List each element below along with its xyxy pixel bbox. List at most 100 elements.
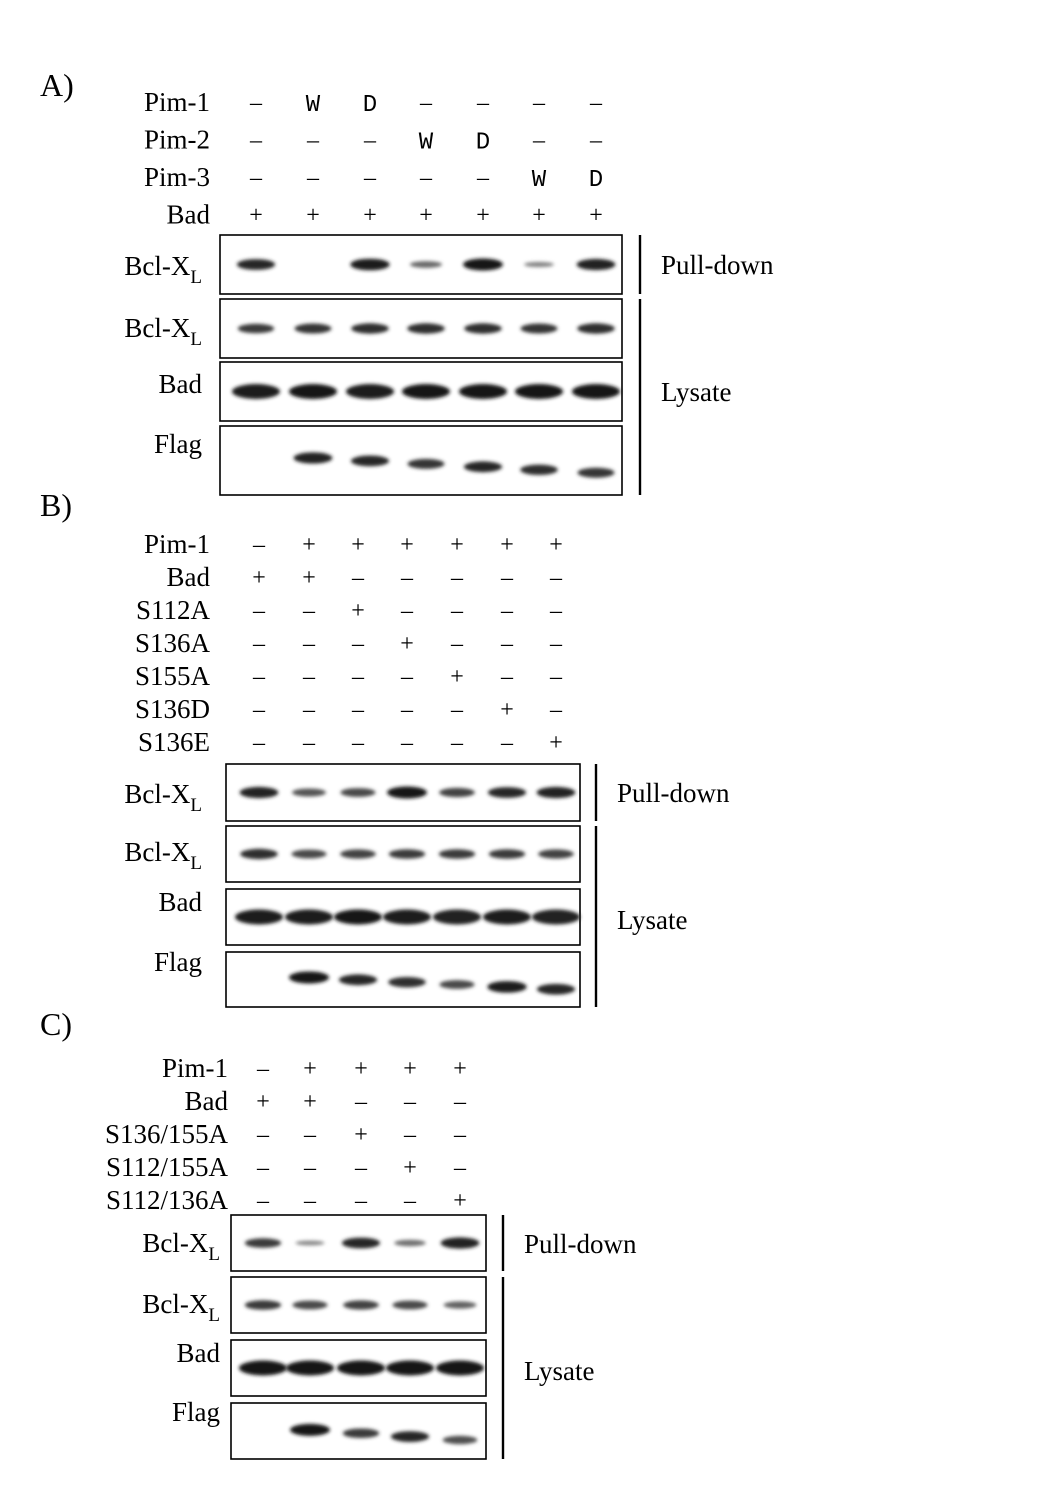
condition-mark: –: [403, 1188, 417, 1214]
condition-mark: –: [450, 565, 464, 591]
condition-mark: –: [403, 1122, 417, 1148]
condition-mark: –: [589, 90, 603, 116]
blot-label: Flag: [154, 429, 202, 459]
blot-label: Bcl-XL: [124, 251, 202, 288]
blot-band: [244, 1238, 282, 1248]
blot-band: [439, 787, 475, 798]
condition-mark: –: [400, 565, 414, 591]
condition-mark: –: [450, 697, 464, 723]
blot-strip: Bcl-XL: [124, 234, 623, 295]
condition-mark: –: [419, 165, 433, 191]
blot-band: [464, 323, 502, 334]
condition-mark: +: [354, 1122, 368, 1148]
blot-band: [577, 467, 615, 478]
blot-band: [536, 983, 576, 995]
blot-band: [409, 261, 443, 268]
condition-mark: –: [302, 598, 316, 624]
panel-letter: B): [40, 487, 72, 523]
blot-band: [285, 909, 333, 925]
blot-band: [402, 384, 450, 399]
condition-mark: –: [252, 697, 266, 723]
blot-band: [239, 1360, 287, 1376]
condition-mark: +: [453, 1056, 467, 1082]
condition-mark: –: [400, 697, 414, 723]
condition-mark: –: [302, 664, 316, 690]
condition-mark: –: [400, 664, 414, 690]
blot-strip: Bcl-XL: [124, 825, 581, 883]
condition-mark: –: [500, 631, 514, 657]
blot-band: [383, 909, 431, 925]
condition-mark: –: [303, 1155, 317, 1181]
condition-mark: +: [532, 203, 546, 229]
condition-label: S136E: [138, 727, 210, 757]
condition-mark: –: [589, 128, 603, 154]
condition-mark: –: [306, 165, 320, 191]
blot-label: Bcl-XL: [142, 1228, 220, 1265]
blot-band: [407, 323, 445, 334]
condition-mark: +: [453, 1188, 467, 1214]
blot-band: [334, 909, 382, 925]
blot-band: [459, 384, 507, 399]
blot-band: [576, 258, 616, 271]
blot-band: [289, 971, 329, 984]
condition-mark: –: [450, 598, 464, 624]
condition-label: S155A: [135, 661, 211, 691]
condition-mark: –: [354, 1188, 368, 1214]
blot-strip: Bcl-XL: [124, 298, 623, 359]
condition-mark: –: [500, 730, 514, 756]
condition-mark: +: [476, 203, 490, 229]
blot-band: [343, 1300, 379, 1310]
blot-strip: Bcl-XL: [142, 1276, 487, 1334]
condition-mark: –: [549, 598, 563, 624]
group-label: Lysate: [617, 905, 687, 935]
condition-mark: W: [306, 92, 321, 119]
condition-label: S112/155A: [106, 1152, 229, 1182]
group-label: Pull-down: [617, 778, 730, 808]
blot-band: [532, 909, 580, 925]
blot-band: [577, 323, 615, 334]
blot-band: [232, 384, 280, 399]
condition-mark: –: [403, 1089, 417, 1115]
condition-mark: +: [500, 532, 514, 558]
blot-strip: Bad: [159, 887, 581, 946]
condition-mark: –: [549, 565, 563, 591]
condition-mark: –: [302, 631, 316, 657]
blot-band: [463, 461, 503, 473]
blot-band: [291, 849, 327, 859]
condition-mark: –: [500, 565, 514, 591]
blot-band: [515, 384, 563, 399]
condition-mark: +: [256, 1089, 270, 1115]
blot-strip: Bcl-XL: [124, 763, 581, 822]
blot-band: [239, 786, 279, 799]
condition-mark: –: [256, 1155, 270, 1181]
blot-band: [463, 258, 503, 271]
blot-label: Bcl-XL: [124, 837, 202, 874]
condition-mark: –: [302, 730, 316, 756]
condition-mark: –: [500, 598, 514, 624]
blot-band: [439, 980, 475, 989]
blot-band: [346, 384, 394, 399]
blot-band: [292, 1300, 328, 1310]
condition-mark: +: [363, 203, 377, 229]
blot-band: [237, 323, 275, 334]
condition-label: Pim-1: [162, 1053, 228, 1083]
group-label: Lysate: [524, 1356, 594, 1386]
blot-band: [340, 849, 376, 859]
blot-band: [350, 258, 390, 271]
condition-mark: W: [532, 167, 547, 194]
blot-band: [341, 1237, 381, 1249]
blot-band: [289, 384, 337, 399]
condition-mark: –: [476, 165, 490, 191]
blot-band: [386, 1360, 434, 1376]
condition-mark: –: [256, 1122, 270, 1148]
condition-label: S136/155A: [105, 1119, 229, 1149]
condition-label: Bad: [167, 562, 211, 592]
blot-label: Flag: [154, 947, 202, 977]
condition-mark: –: [450, 631, 464, 657]
panel-a: A) Pim-1 – W D – – – – Pim-2 – – – W D – – Pim-3 – – – – – W D Ba…: [40, 67, 774, 496]
condition-mark: +: [450, 664, 464, 690]
condition-mark: –: [351, 730, 365, 756]
blot-band: [387, 786, 427, 799]
panel-b: B) Pim-1 – + + + + + + Bad + + – – – – – S112A – – + – – – – S136…: [40, 487, 730, 1008]
